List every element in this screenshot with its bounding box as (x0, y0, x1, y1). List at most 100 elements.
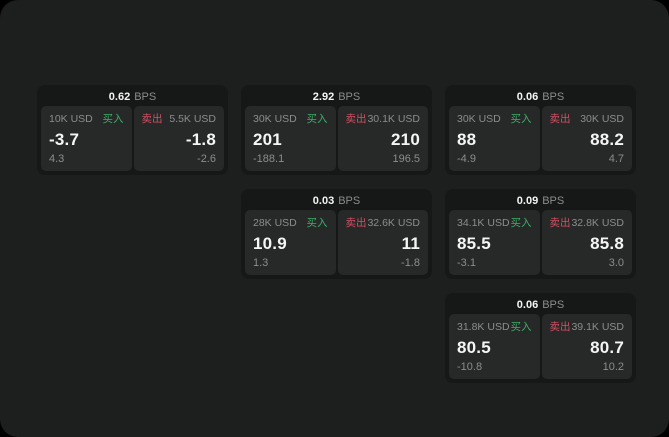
quote-card: 0.09 BPS 34.1K USD 买入 85.5 -3.1 卖出 32.8K… (445, 189, 636, 279)
quote-card: 0.62 BPS 10K USD 买入 -3.7 4.3 卖出 5.5K USD… (37, 85, 228, 175)
sell-sub-value: -1.8 (401, 257, 420, 269)
buy-amount: 31.8K USD (457, 321, 510, 333)
buy-sub-value: -188.1 (253, 153, 285, 165)
buy-cell-top: 30K USD 买入 (253, 113, 328, 125)
sell-amount: 5.5K USD (169, 113, 216, 125)
sell-price: 88.2 (590, 129, 624, 149)
sell-badge: 卖出 (345, 113, 367, 125)
sell-sub-value: 10.2 (602, 361, 624, 373)
sell-badge: 卖出 (549, 113, 571, 125)
bps-value: 0.09 (516, 194, 539, 207)
sell-sub-value: 196.5 (392, 153, 420, 165)
bps-header: 0.06 BPS (449, 297, 632, 312)
buy-badge: 买入 (102, 113, 124, 125)
sell-amount: 32.8K USD (571, 217, 624, 229)
quote-card: 2.92 BPS 30K USD 买入 201 -188.1 卖出 30.1K … (241, 85, 432, 175)
bps-unit-label: BPS (338, 90, 361, 103)
sell-price: -1.8 (185, 129, 216, 149)
buy-amount: 30K USD (457, 113, 501, 125)
buy-price: 10.9 (253, 233, 287, 253)
buy-amount: 10K USD (49, 113, 93, 125)
sell-sub-value: 4.7 (608, 153, 624, 165)
buy-badge: 买入 (510, 321, 532, 333)
buy-quote-cell[interactable]: 10K USD 买入 -3.7 4.3 (41, 106, 132, 171)
sell-cell-top: 卖出 32.6K USD (346, 217, 421, 229)
bps-value: 2.92 (312, 90, 335, 103)
buy-badge: 买入 (510, 113, 532, 125)
buy-badge: 买入 (306, 217, 328, 229)
buy-sub-value: -10.8 (457, 361, 483, 373)
quote-card-body: 28K USD 买入 10.9 1.3 卖出 32.6K USD 11 -1.8 (245, 210, 428, 275)
buy-amount: 34.1K USD (457, 217, 510, 229)
sell-quote-cell[interactable]: 卖出 5.5K USD -1.8 -2.6 (133, 106, 224, 171)
buy-cell-top: 30K USD 买入 (457, 113, 532, 125)
bps-header: 0.06 BPS (449, 89, 632, 104)
buy-quote-cell[interactable]: 28K USD 买入 10.9 1.3 (245, 210, 336, 275)
sell-price: 85.8 (590, 233, 624, 253)
buy-sub-value: 4.3 (49, 153, 65, 165)
sell-sub-value: 3.0 (608, 257, 624, 269)
quote-card-body: 31.8K USD 买入 80.5 -10.8 卖出 39.1K USD 80.… (449, 314, 632, 379)
sell-quote-cell[interactable]: 卖出 30K USD 88.2 4.7 (541, 106, 632, 171)
quote-card-body: 30K USD 买入 88 -4.9 卖出 30K USD 88.2 4.7 (449, 106, 632, 171)
bps-header: 0.09 BPS (449, 193, 632, 208)
sell-amount: 30K USD (580, 113, 624, 125)
buy-price: 85.5 (457, 233, 491, 253)
buy-amount: 30K USD (253, 113, 297, 125)
buy-badge: 买入 (510, 217, 532, 229)
sell-cell-top: 卖出 30.1K USD (346, 113, 421, 125)
quote-card: 0.06 BPS 31.8K USD 买入 80.5 -10.8 卖出 39.1… (445, 293, 636, 383)
buy-cell-top: 28K USD 买入 (253, 217, 328, 229)
buy-quote-cell[interactable]: 34.1K USD 买入 85.5 -3.1 (449, 210, 540, 275)
buy-quote-cell[interactable]: 30K USD 买入 88 -4.9 (449, 106, 540, 171)
sell-cell-top: 卖出 5.5K USD (142, 113, 217, 125)
sell-badge: 卖出 (549, 217, 571, 229)
buy-quote-cell[interactable]: 31.8K USD 买入 80.5 -10.8 (449, 314, 540, 379)
buy-quote-cell[interactable]: 30K USD 买入 201 -188.1 (245, 106, 336, 171)
buy-sub-value: -4.9 (457, 153, 476, 165)
bps-value: 0.03 (312, 194, 335, 207)
bps-header: 0.62 BPS (41, 89, 224, 104)
sell-price: 80.7 (590, 337, 624, 357)
bps-value: 0.06 (516, 298, 539, 311)
sell-quote-cell[interactable]: 卖出 32.6K USD 11 -1.8 (337, 210, 428, 275)
sell-cell-top: 卖出 32.8K USD (550, 217, 625, 229)
sell-price: 210 (391, 129, 420, 149)
sell-amount: 39.1K USD (571, 321, 624, 333)
sell-sub-value: -2.6 (197, 153, 216, 165)
buy-cell-top: 34.1K USD 买入 (457, 217, 532, 229)
bps-header: 0.03 BPS (245, 193, 428, 208)
buy-amount: 28K USD (253, 217, 297, 229)
sell-quote-cell[interactable]: 卖出 32.8K USD 85.8 3.0 (541, 210, 632, 275)
quote-card-body: 30K USD 买入 201 -188.1 卖出 30.1K USD 210 1… (245, 106, 428, 171)
sell-badge: 卖出 (141, 113, 163, 125)
buy-price: 80.5 (457, 337, 491, 357)
sell-price: 11 (401, 233, 420, 253)
bps-unit-label: BPS (338, 194, 361, 207)
bps-unit-label: BPS (542, 194, 565, 207)
buy-price: 201 (253, 129, 282, 149)
sell-amount: 32.6K USD (367, 217, 420, 229)
quote-card-body: 10K USD 买入 -3.7 4.3 卖出 5.5K USD -1.8 -2.… (41, 106, 224, 171)
sell-quote-cell[interactable]: 卖出 30.1K USD 210 196.5 (337, 106, 428, 171)
sell-cell-top: 卖出 30K USD (550, 113, 625, 125)
quote-card: 0.03 BPS 28K USD 买入 10.9 1.3 卖出 32.6K US… (241, 189, 432, 279)
buy-price: 88 (457, 129, 477, 149)
buy-cell-top: 10K USD 买入 (49, 113, 124, 125)
sell-cell-top: 卖出 39.1K USD (550, 321, 625, 333)
sell-badge: 卖出 (345, 217, 367, 229)
bps-value: 0.06 (516, 90, 539, 103)
quote-cards-grid: 0.62 BPS 10K USD 买入 -3.7 4.3 卖出 5.5K USD… (37, 85, 636, 383)
buy-badge: 买入 (306, 113, 328, 125)
sell-quote-cell[interactable]: 卖出 39.1K USD 80.7 10.2 (541, 314, 632, 379)
buy-sub-value: -3.1 (457, 257, 476, 269)
buy-sub-value: 1.3 (253, 257, 269, 269)
bps-unit-label: BPS (542, 90, 565, 103)
buy-price: -3.7 (49, 129, 80, 149)
sell-amount: 30.1K USD (367, 113, 420, 125)
buy-cell-top: 31.8K USD 买入 (457, 321, 532, 333)
sell-badge: 卖出 (549, 321, 571, 333)
quote-card: 0.06 BPS 30K USD 买入 88 -4.9 卖出 30K USD 8… (445, 85, 636, 175)
quote-card-body: 34.1K USD 买入 85.5 -3.1 卖出 32.8K USD 85.8… (449, 210, 632, 275)
